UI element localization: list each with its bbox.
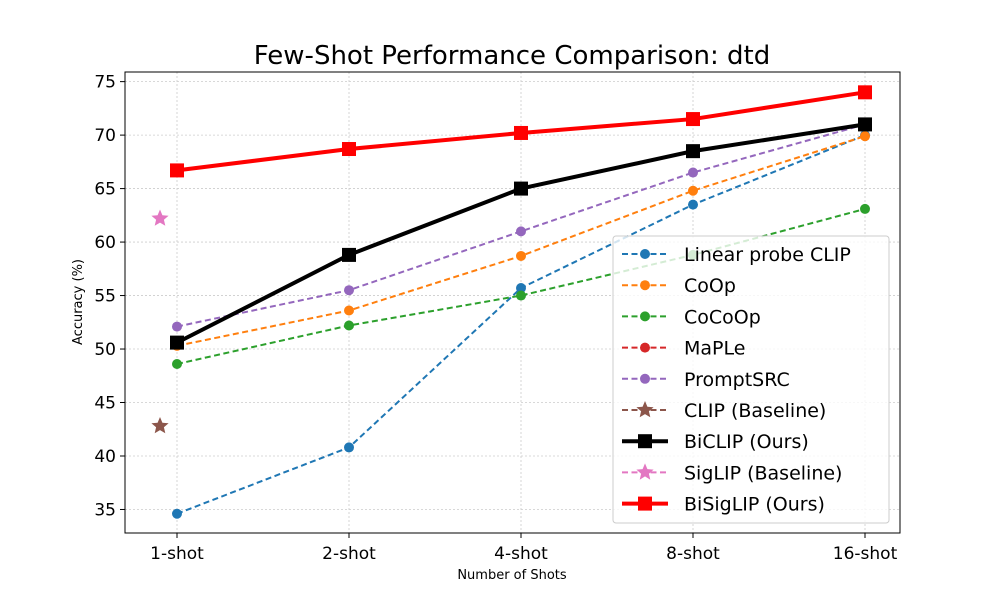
data-point — [858, 85, 872, 100]
data-point — [342, 142, 356, 157]
legend-entry: BiCLIP (Ours) — [622, 431, 809, 453]
series-clip-baseline- — [151, 417, 169, 434]
data-point — [151, 417, 169, 434]
y-tick-label: 50 — [94, 340, 116, 360]
y-axis-label: Accuracy (%) — [71, 259, 86, 345]
legend-label: CoOp — [684, 275, 736, 297]
series-line — [176, 123, 866, 328]
data-point — [344, 305, 354, 316]
data-point — [170, 335, 184, 350]
legend-marker — [640, 311, 650, 322]
legend-marker — [636, 401, 654, 418]
y-tick-label: 45 — [94, 394, 116, 414]
legend-entry: CLIP (Baseline) — [622, 400, 826, 422]
legend-entry: BiSigLIP (Ours) — [622, 494, 825, 516]
series-siglip-baseline- — [151, 209, 169, 226]
chart-title: Few-Shot Performance Comparison: dtd — [254, 41, 770, 71]
data-point — [344, 285, 354, 296]
legend-marker — [640, 373, 650, 384]
y-tick-label: 35 — [94, 500, 116, 520]
legend-label: BiSigLIP (Ours) — [684, 494, 825, 516]
legend-marker — [640, 280, 650, 291]
legend-label: Linear probe CLIP — [684, 244, 851, 266]
data-point — [516, 290, 526, 301]
x-tick-label: 1-shot — [150, 544, 204, 564]
data-point — [344, 320, 354, 331]
legend-entry: MaPLe — [622, 338, 745, 360]
legend-entry: CoOp — [622, 275, 736, 297]
data-point — [688, 167, 698, 178]
y-tick-label: 70 — [94, 126, 116, 146]
series-bisiglip-ours- — [170, 85, 872, 178]
legend-label: CLIP (Baseline) — [684, 400, 826, 422]
y-tick-label: 75 — [94, 73, 116, 93]
legend-marker — [636, 463, 654, 480]
data-point — [688, 199, 698, 210]
data-point — [516, 283, 526, 294]
x-tick-label: 8-shot — [666, 544, 720, 564]
data-point — [170, 163, 184, 178]
legend-entry: SigLIP (Baseline) — [622, 462, 842, 484]
data-point — [172, 359, 182, 370]
legend-marker — [640, 342, 650, 353]
legend-label: CoCoOp — [684, 306, 761, 328]
y-tick-label: 55 — [94, 287, 116, 307]
legend-marker — [638, 496, 652, 511]
legend-marker — [640, 249, 650, 259]
legend-marker — [638, 434, 652, 449]
x-tick-label: 4-shot — [494, 544, 548, 564]
ticks: 1-shot 2-shot 4-shot 8-shot 16-shot 35 40 45 50 5… — [94, 73, 897, 564]
legend-entry: Linear probe CLIP — [622, 244, 851, 266]
legend: Linear probe CLIP CoOp CoCoOp MaPLe PromptSR… — [612, 235, 890, 524]
data-point — [172, 508, 182, 519]
data-point — [688, 185, 698, 196]
x-axis-label: Number of Shots — [457, 568, 567, 583]
series-group — [151, 85, 872, 519]
data-point — [342, 247, 356, 262]
legend-label: MaPLe — [684, 338, 745, 360]
y-tick-label: 60 — [94, 233, 116, 253]
series-biclip-ours- — [170, 117, 872, 350]
plot-frame — [124, 71, 901, 534]
data-point — [686, 144, 700, 159]
x-tick-label: 16-shot — [833, 544, 898, 564]
data-point — [860, 203, 870, 214]
data-point — [858, 117, 872, 132]
legend-label: BiCLIP (Ours) — [684, 431, 809, 453]
legend-label: PromptSRC — [684, 369, 790, 391]
y-tick-label: 40 — [94, 447, 116, 467]
data-point — [514, 125, 528, 140]
data-point — [516, 250, 526, 261]
data-point — [516, 226, 526, 237]
legend-box — [612, 235, 890, 524]
legend-label: SigLIP (Baseline) — [684, 462, 842, 484]
y-tick-label: 65 — [94, 180, 116, 200]
series-line — [176, 207, 866, 365]
data-point — [172, 321, 182, 332]
legend-entry: PromptSRC — [622, 369, 790, 391]
data-point — [860, 131, 870, 142]
legend-entry: CoCoOp — [622, 306, 761, 328]
data-point — [686, 112, 700, 127]
data-point — [344, 442, 354, 453]
data-point — [151, 209, 169, 226]
x-tick-label: 2-shot — [322, 544, 376, 564]
data-point — [514, 181, 528, 196]
